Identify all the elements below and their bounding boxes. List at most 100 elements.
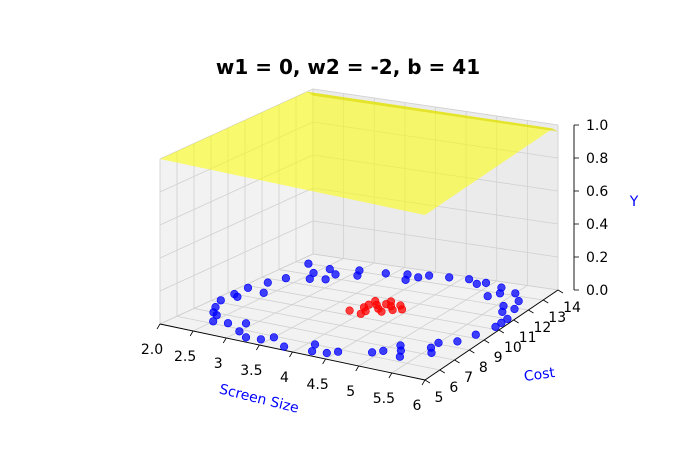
data-point-blue: [241, 333, 251, 342]
x-tick-label: 4: [280, 370, 289, 386]
data-point-blue: [495, 289, 505, 298]
data-point-blue: [216, 296, 225, 305]
z-axis-label: Y: [629, 194, 639, 210]
floor-grid-y: [210, 300, 470, 351]
data-point-blue: [465, 275, 474, 284]
x-tick-mark: [289, 351, 293, 358]
data-point-blue: [395, 352, 405, 361]
z-tick-label: 0.0: [586, 283, 608, 299]
grid-lines: [159, 88, 559, 381]
x-tick-mark: [189, 330, 194, 337]
data-point-blue: [305, 274, 314, 284]
data-point-blue: [334, 347, 343, 356]
data-point-blue: [481, 278, 491, 288]
x-tick-label: 3: [214, 356, 223, 372]
z-tick-label: 0.2: [586, 250, 608, 266]
data-point-blue: [445, 273, 454, 282]
data-point-blue: [263, 278, 272, 287]
data-point-blue: [304, 259, 313, 268]
y-axis-label: Cost: [523, 365, 557, 385]
y-tick-mark: [513, 319, 519, 324]
y-tick-label: 6: [449, 380, 458, 396]
z-tick-label: 1.0: [586, 118, 608, 134]
data-point-blue: [498, 307, 507, 317]
data-point-blue: [223, 319, 233, 328]
floor-grid-x: [259, 267, 406, 346]
y-tick-label: 14: [563, 300, 581, 316]
left-grid-z: [159, 88, 314, 160]
y-tick-label: 9: [494, 350, 503, 366]
data-point-blue: [434, 338, 443, 348]
x-tick-label: 4.5: [306, 377, 328, 393]
data-point-blue: [212, 311, 221, 320]
floor-grid-x: [325, 276, 467, 360]
y-tick-label: 8: [479, 360, 488, 376]
x-tick-label: 5: [346, 384, 355, 400]
floor-grid-x: [391, 285, 528, 374]
x-tick-mark: [388, 372, 393, 379]
data-point-blue: [401, 275, 410, 285]
data-point-blue: [427, 348, 436, 358]
surface-edge: [307, 91, 558, 132]
tick-labels: 2.0 2.5 3 3.5 4 4.5 5 5.5 6 5678910111213140.00.2…: [141, 118, 608, 414]
data-point-blue: [233, 292, 242, 301]
data-point-blue: [308, 347, 317, 356]
back-grid-z: [312, 253, 559, 291]
left-grid-z: [159, 187, 314, 259]
data-point-blue: [472, 279, 481, 289]
axis-lines: [156, 124, 579, 386]
back-grid-z: [312, 220, 559, 258]
data-point-blue: [259, 288, 268, 297]
x-tick-mark: [156, 323, 161, 330]
y-tick-mark: [498, 329, 505, 334]
surface-top: [160, 91, 553, 215]
y-tick-mark: [483, 339, 490, 344]
y-tick-label: 13: [548, 310, 566, 326]
data-point-red: [356, 309, 365, 318]
data-point-blue: [310, 340, 320, 349]
x-tick-label: 3.5: [240, 363, 262, 379]
y-tick-label: 5: [435, 390, 444, 406]
floor-grid-y: [227, 292, 485, 341]
data-point-blue: [414, 273, 423, 282]
y-tick-mark: [469, 349, 475, 354]
data-point-blue: [471, 330, 480, 339]
data-point-blue: [209, 317, 218, 326]
data-point-blue: [453, 337, 462, 346]
data-point-blue: [368, 348, 377, 357]
x-tick-mark: [421, 379, 426, 386]
data-point-blue: [309, 268, 318, 278]
data-point-blue: [235, 327, 244, 336]
data-point-blue: [483, 292, 492, 301]
data-point-blue: [325, 265, 334, 274]
data-point-blue: [497, 318, 506, 328]
y-tick-mark: [454, 359, 460, 364]
floor-grid-x: [226, 262, 375, 339]
y-tick-mark: [424, 379, 431, 384]
y-tick-label: 11: [519, 330, 537, 346]
data-point-blue: [353, 271, 362, 280]
data-point-blue: [503, 314, 512, 324]
sigmoid-surface: [160, 91, 558, 215]
floor-grid-y: [261, 276, 514, 321]
data-point-blue: [243, 283, 253, 292]
data-points: [209, 259, 523, 361]
data-point-blue: [269, 333, 279, 342]
data-point-blue: [281, 274, 291, 283]
x-tick-label: 6: [413, 398, 422, 414]
data-point-blue: [331, 270, 340, 279]
left-grid-z: [159, 220, 314, 292]
x-tick-mark: [355, 365, 360, 372]
data-point-red: [345, 306, 354, 315]
z-tick-label: 0.6: [586, 184, 608, 200]
data-point-red: [397, 305, 407, 314]
x-tick-label: 2.5: [174, 349, 196, 365]
floor-grid-y: [193, 308, 455, 361]
data-point-blue: [379, 346, 388, 356]
data-point-blue: [491, 322, 500, 332]
y-tick-mark: [528, 309, 534, 314]
y-tick-mark: [557, 289, 564, 294]
data-point-blue: [425, 271, 434, 280]
data-point-blue: [256, 335, 266, 344]
